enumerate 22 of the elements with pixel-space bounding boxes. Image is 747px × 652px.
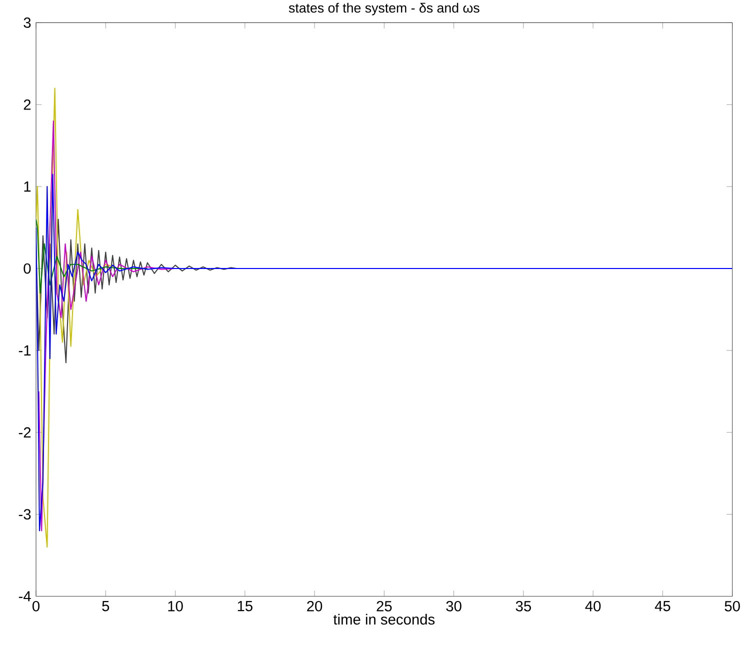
x-tick-label: 20: [307, 600, 322, 612]
y-tick-label: -3: [18, 508, 31, 520]
x-tick-label: 35: [516, 600, 531, 612]
x-tick-label: 45: [654, 600, 670, 612]
x-tick-label: 15: [238, 600, 252, 612]
y-tick-label: 3: [24, 17, 31, 28]
y-tick-label: 2: [24, 99, 31, 110]
x-axis-title: time in seconds: [333, 614, 435, 624]
x-tick-label: 5: [102, 600, 110, 612]
x-tick-label: 0: [32, 600, 40, 612]
x-tick-label: 40: [585, 600, 601, 612]
y-tick-label: 1: [24, 181, 31, 192]
chart-title: states of the system - δs and ωs: [288, 2, 480, 16]
y-tick-label: 0: [24, 263, 31, 274]
y-tick-label: -1: [18, 345, 31, 356]
line-series: [36, 218, 148, 294]
x-tick-label: 50: [724, 600, 740, 612]
x-tick-label: 10: [168, 600, 183, 612]
x-tick-label: 25: [376, 600, 392, 612]
y-tick-label: -2: [18, 427, 31, 438]
y-tick-label: -4: [18, 591, 31, 602]
x-tick-label: 30: [446, 600, 462, 612]
